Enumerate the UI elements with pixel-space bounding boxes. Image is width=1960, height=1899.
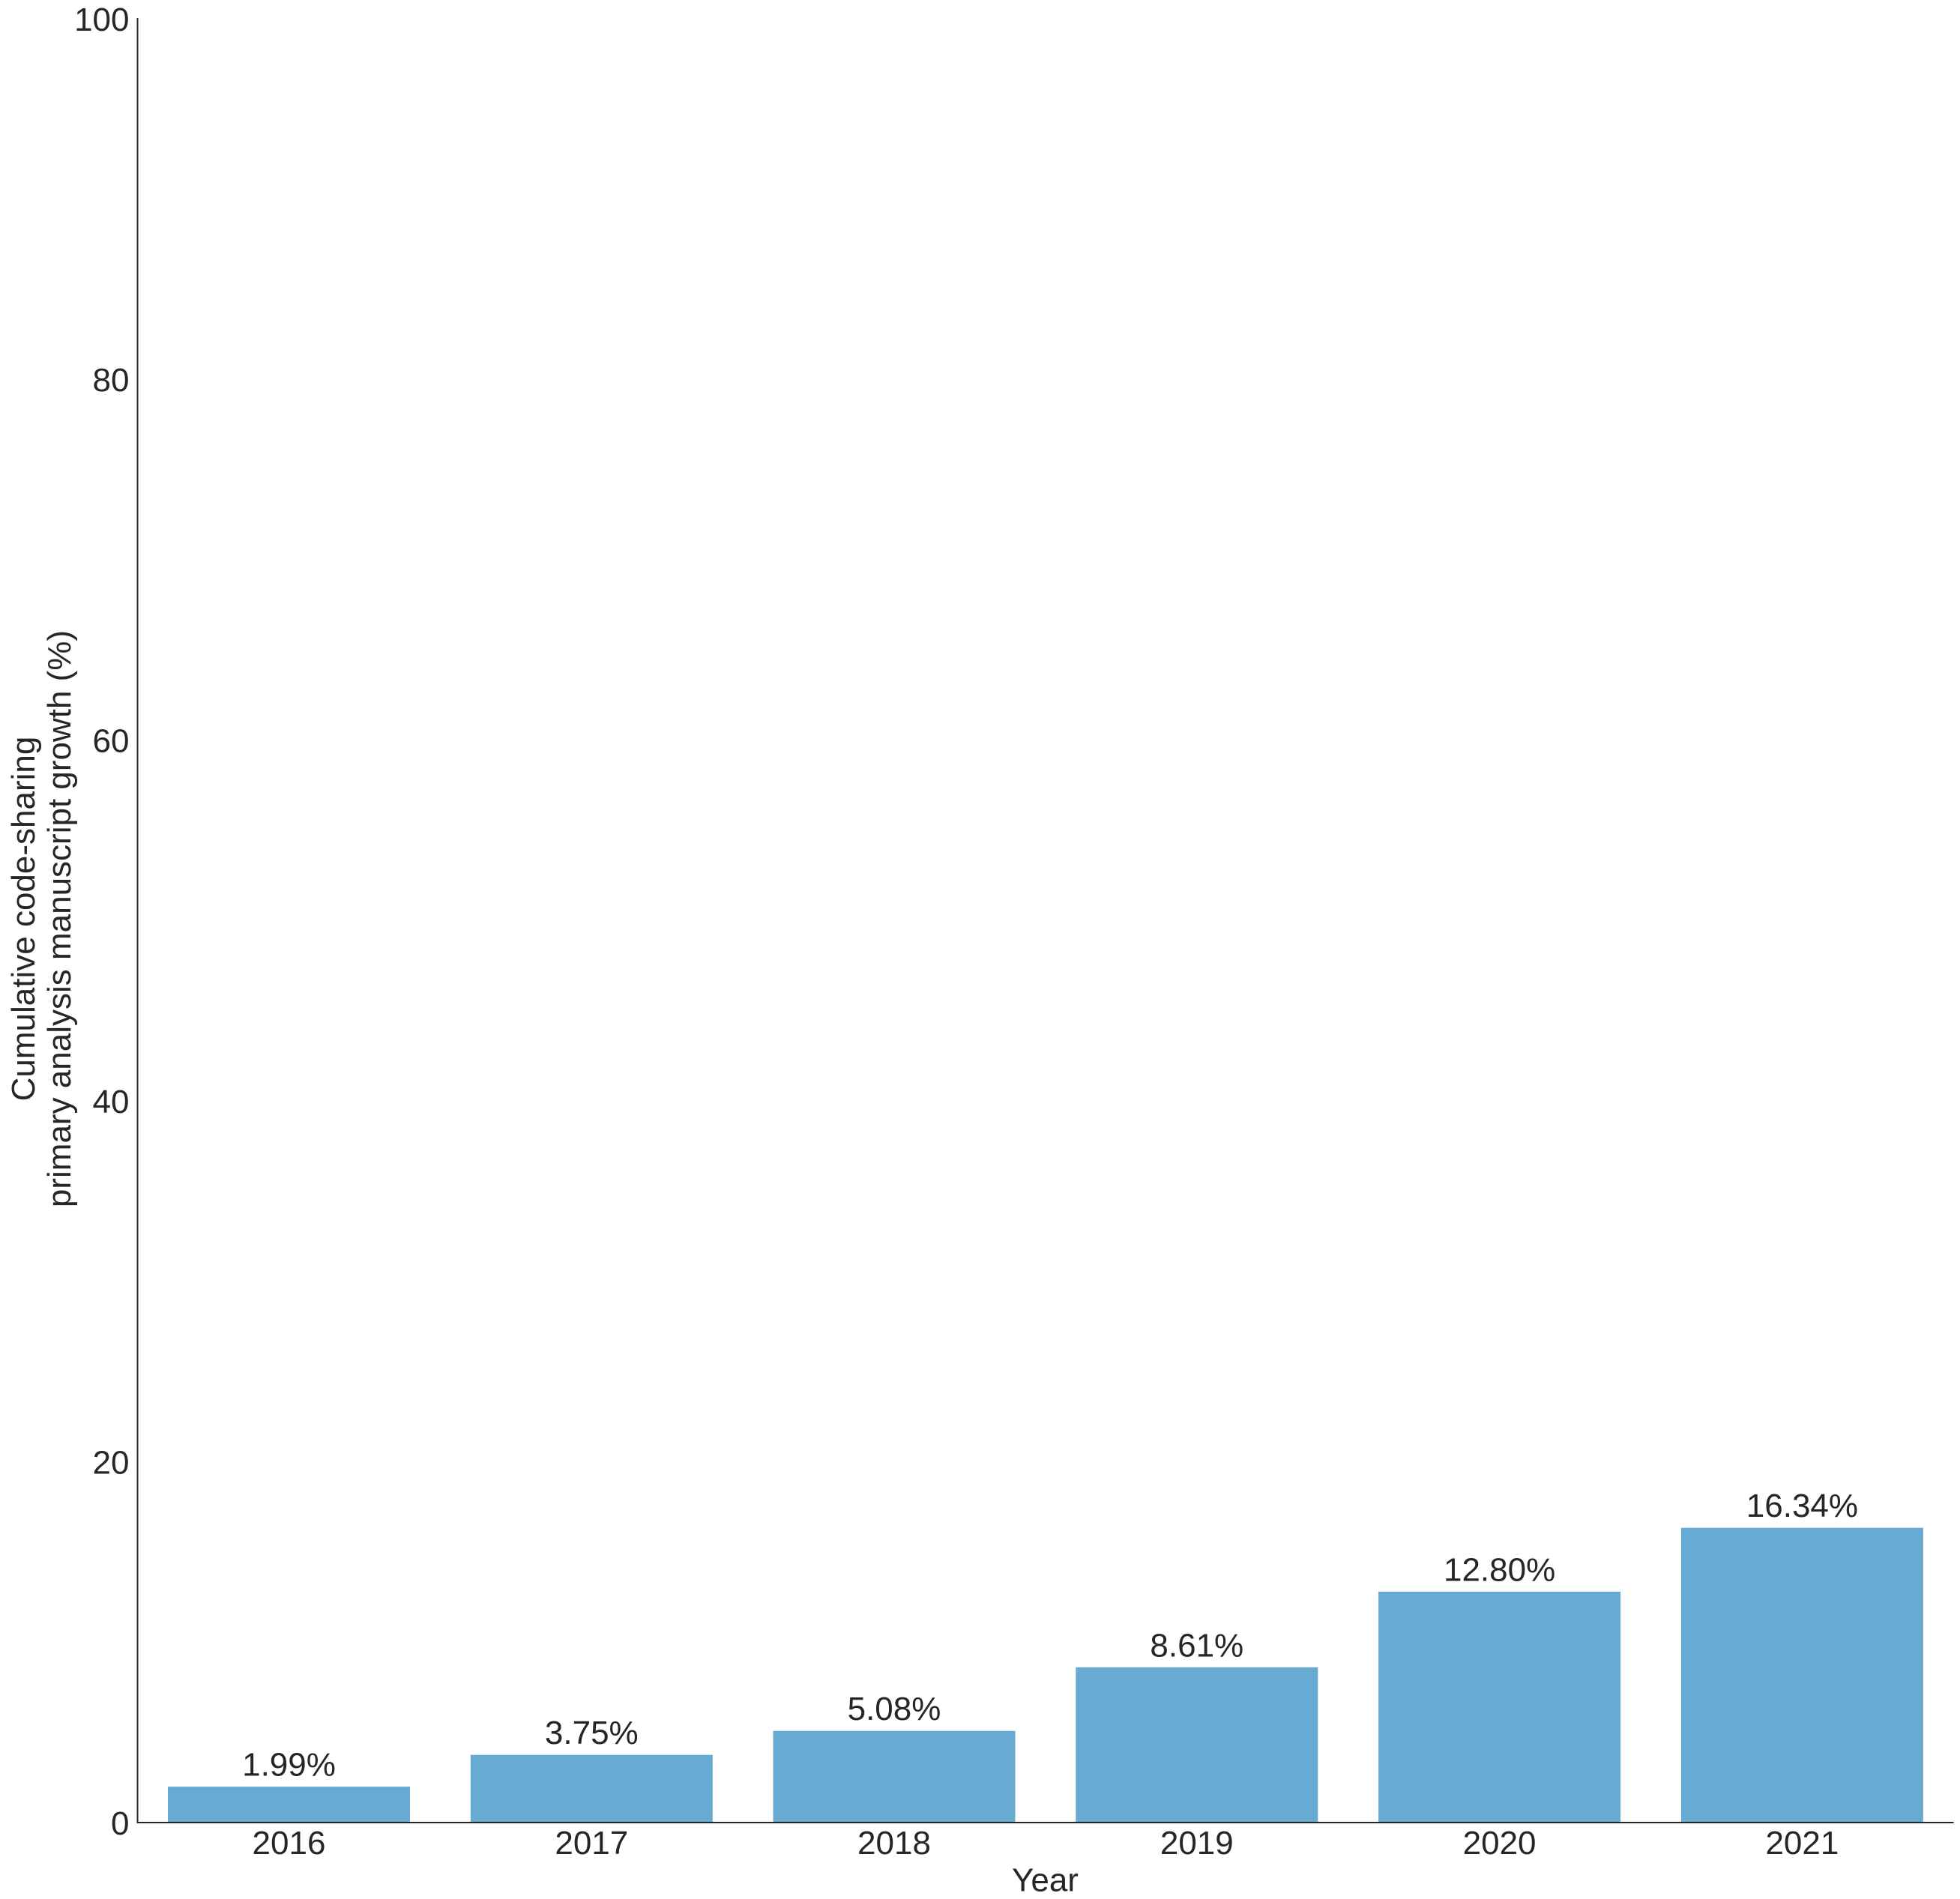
svg-text:2021: 2021 (1765, 1825, 1839, 1862)
svg-text:Year: Year (1012, 1862, 1079, 1899)
svg-text:1.99%: 1.99% (242, 1747, 336, 1784)
svg-text:2018: 2018 (857, 1825, 931, 1862)
svg-text:40: 40 (93, 1084, 130, 1120)
svg-text:Cumulative code-sharing: Cumulative code-sharing (5, 737, 42, 1102)
svg-text:60: 60 (93, 723, 130, 760)
svg-text:100: 100 (74, 1, 129, 38)
svg-text:3.75%: 3.75% (545, 1715, 639, 1751)
svg-text:2020: 2020 (1463, 1825, 1537, 1862)
svg-text:80: 80 (93, 362, 130, 399)
svg-text:2017: 2017 (555, 1825, 628, 1862)
svg-text:primary analysis manuscript gr: primary analysis manuscript growth (%) (41, 630, 78, 1207)
svg-text:20: 20 (93, 1444, 130, 1481)
svg-text:0: 0 (111, 1805, 129, 1842)
svg-text:12.80%: 12.80% (1444, 1551, 1555, 1588)
svg-text:5.08%: 5.08% (848, 1691, 941, 1727)
svg-text:2016: 2016 (253, 1825, 326, 1862)
svg-text:16.34%: 16.34% (1746, 1488, 1858, 1524)
svg-text:8.61%: 8.61% (1150, 1627, 1243, 1664)
svg-text:2019: 2019 (1160, 1825, 1234, 1862)
